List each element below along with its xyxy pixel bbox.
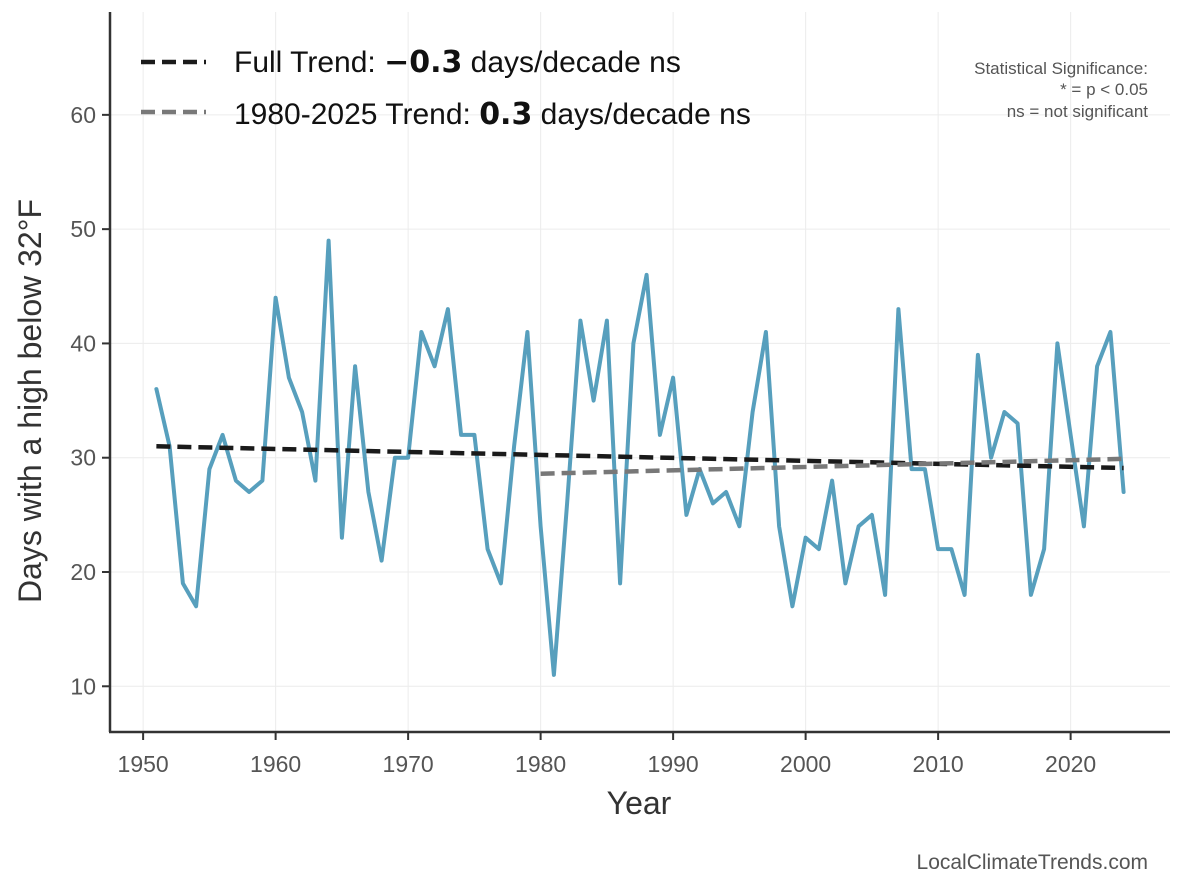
x-tick-label: 2010 — [913, 751, 964, 777]
grid-lines — [110, 12, 1170, 732]
data-series-line — [154, 238, 1126, 677]
legend-recent-value: 0.3 — [479, 97, 532, 132]
significance-title: Statistical Significance: — [974, 59, 1148, 78]
y-tick-label: 50 — [70, 216, 96, 242]
y-axis-title: Days with a high below 32°F — [12, 199, 48, 603]
x-tick-label: 1950 — [118, 751, 169, 777]
legend: Full Trend: −0.3 days/decade ns 1980-202… — [141, 45, 751, 132]
source-credit: LocalClimateTrends.com — [917, 851, 1148, 874]
x-tick-label: 1960 — [250, 751, 301, 777]
recent-trend-line — [540, 456, 1124, 476]
y-tick-label: 10 — [70, 673, 96, 699]
x-axis-title: Year — [607, 785, 672, 821]
legend-recent-prefix: 1980-2025 Trend: — [234, 98, 479, 131]
x-axis-ticks: 1950 1960 1970 1980 1990 2000 2010 2020 — [118, 732, 1096, 777]
legend-full-value: −0.3 — [384, 45, 462, 80]
trend-lines — [156, 444, 1124, 476]
y-tick-label: 20 — [70, 559, 96, 585]
significance-ns: ns = not significant — [1007, 102, 1149, 121]
y-tick-label: 60 — [70, 102, 96, 128]
x-tick-label: 2020 — [1045, 751, 1096, 777]
legend-recent-suffix: days/decade ns — [532, 98, 750, 131]
legend-label-full-trend: Full Trend: −0.3 days/decade ns — [234, 45, 681, 80]
y-axis-ticks: 10 20 30 40 50 60 — [70, 102, 110, 699]
y-tick-label: 30 — [70, 445, 96, 471]
x-tick-label: 1970 — [383, 751, 434, 777]
legend-label-recent-trend: 1980-2025 Trend: 0.3 days/decade ns — [234, 97, 751, 132]
significance-note: Statistical Significance: * = p < 0.05 n… — [974, 59, 1148, 121]
significance-star: * = p < 0.05 — [1060, 80, 1148, 99]
legend-full-suffix: days/decade ns — [462, 46, 680, 79]
x-tick-label: 1980 — [515, 751, 566, 777]
full-trend-line — [156, 444, 1124, 471]
x-tick-label: 1990 — [648, 751, 699, 777]
x-tick-label: 2000 — [780, 751, 831, 777]
legend-full-prefix: Full Trend: — [234, 46, 384, 79]
y-tick-label: 40 — [70, 330, 96, 356]
